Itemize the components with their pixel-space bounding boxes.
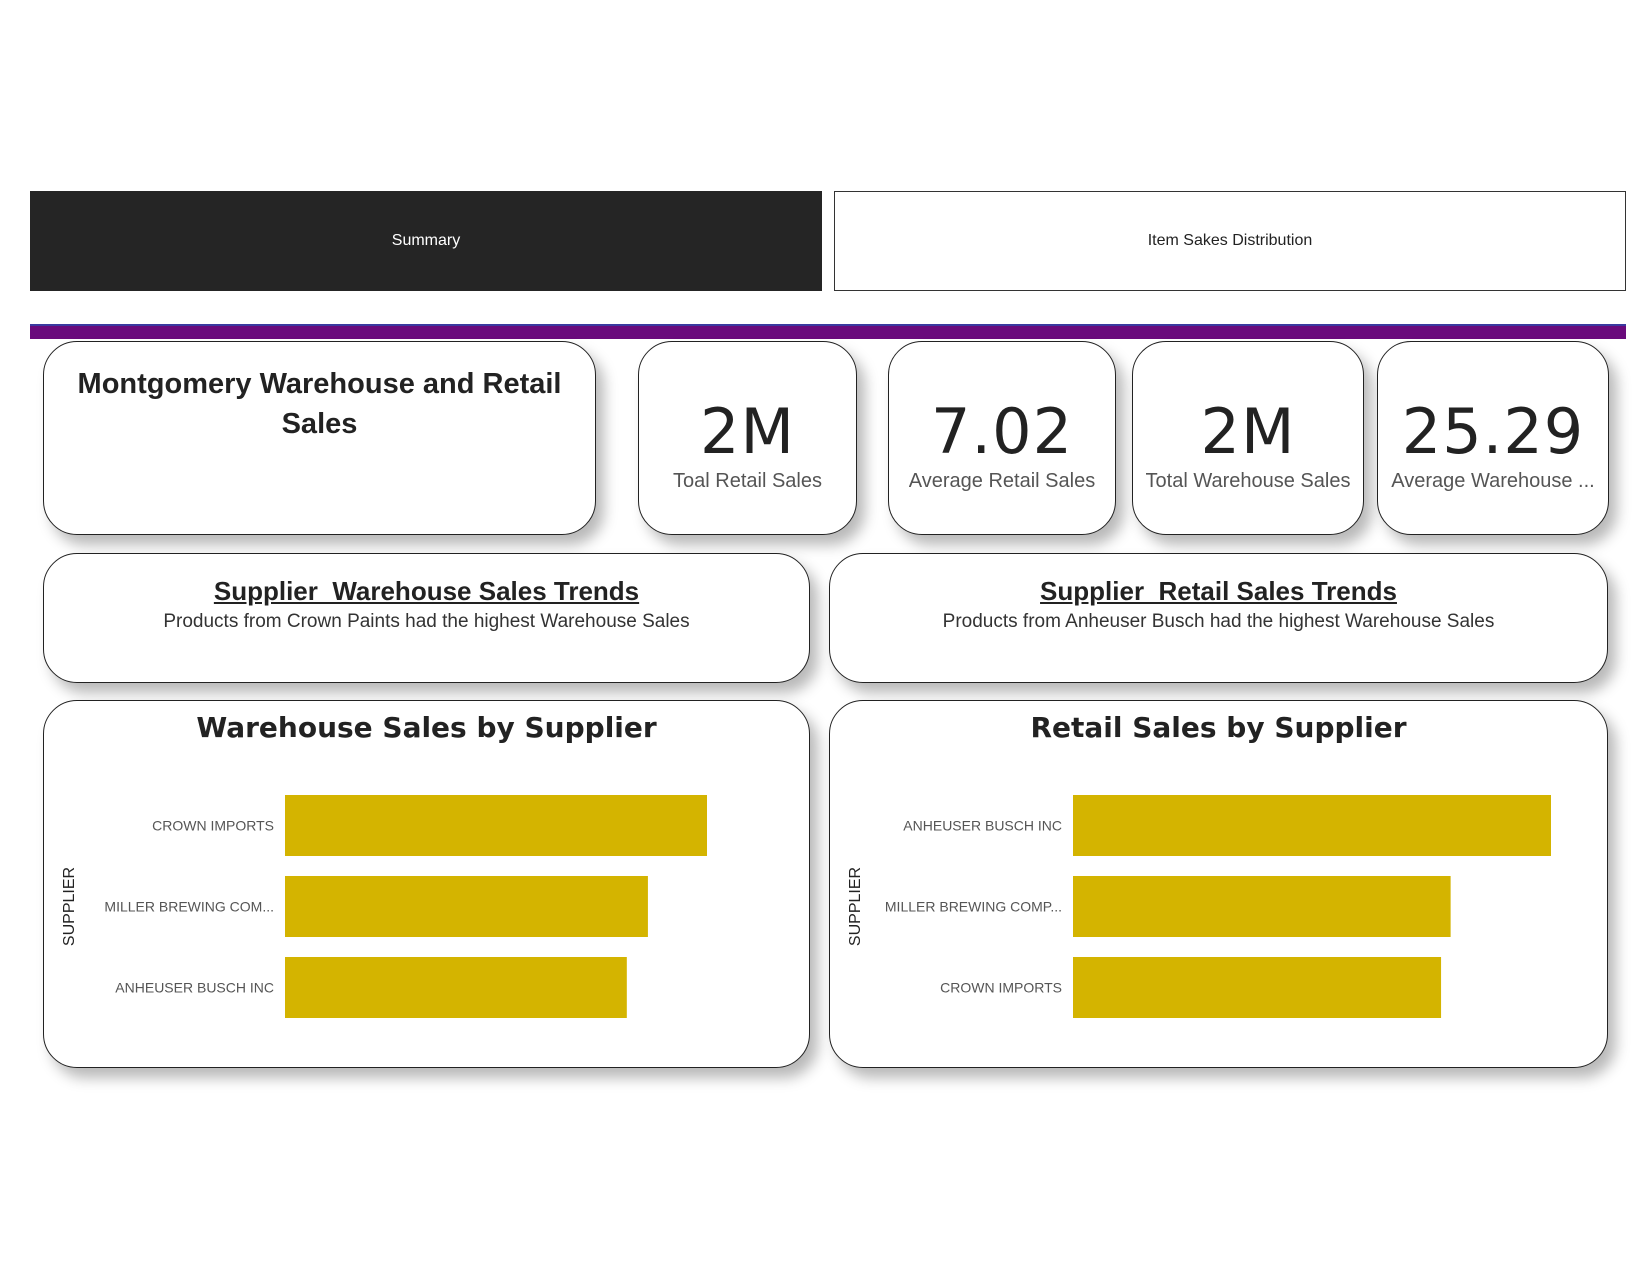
bar-2[interactable] [1073, 957, 1442, 1018]
report-title-card: Montgomery Warehouse and Retail Sales [43, 341, 596, 535]
retail-sales-chart-card: Retail Sales by Supplier ANHEUSER BUSCH … [829, 700, 1608, 1068]
kpi-label: Total Warehouse Sales [1145, 470, 1351, 492]
kpi-label: Average Retail Sales [908, 470, 1096, 492]
retail-trend-heading: Supplier Retail Sales Trends [1040, 576, 1397, 606]
y-axis-title: SUPPLIER [61, 867, 78, 946]
kpi-value: 2M [700, 395, 795, 468]
tab-item-sales-distribution-label: Item Sakes Distribution [1147, 232, 1313, 249]
warehouse-trend-text: Products from Crown Paints had the highe… [163, 611, 690, 632]
kpi-label: Average Warehouse ... [1391, 470, 1595, 492]
kpi-label: Toal Retail Sales [673, 470, 822, 492]
category-label-0: CROWN IMPORTS [152, 818, 274, 834]
kpi-value: 7.02 [930, 395, 1074, 468]
warehouse-sales-chart: CROWN IMPORTS MILLER BREWING COM... ANHEUS… [61, 795, 707, 1018]
kpi-value: 2M [1200, 395, 1296, 468]
report-title: Montgomery Warehouse and Retail Sales [77, 368, 562, 440]
bar-1[interactable] [285, 876, 648, 937]
kpi-card-average-warehouse-sales: 25.29 Average Warehouse ... [1377, 341, 1609, 535]
bar-0[interactable] [1073, 795, 1551, 856]
warehouse-chart-title: Warehouse Sales by Supplier [196, 711, 657, 744]
bar-2[interactable] [285, 957, 627, 1018]
bar-0[interactable] [285, 795, 707, 856]
warehouse-trend-card: Supplier Warehouse Sales Trends Products… [43, 553, 810, 683]
kpi-value: 25.29 [1401, 395, 1585, 468]
retail-trend-card: Supplier Retail Sales Trends Products fr… [829, 553, 1608, 683]
category-label-2: ANHEUSER BUSCH INC [115, 980, 274, 996]
bar-1[interactable] [1073, 876, 1451, 937]
kpi-card-average-retail-sales: 7.02 Average Retail Sales [888, 341, 1116, 535]
tab-item-sales-distribution[interactable]: Item Sakes Distribution [834, 191, 1626, 291]
y-axis-title: SUPPLIER [847, 867, 864, 946]
category-label-2: CROWN IMPORTS [940, 980, 1062, 996]
accent-bar [30, 324, 1626, 339]
tab-summary[interactable]: Summary [30, 191, 822, 291]
warehouse-trend-heading: Supplier Warehouse Sales Trends [213, 576, 640, 606]
category-label-1: MILLER BREWING COMP... [885, 899, 1062, 915]
category-label-0: ANHEUSER BUSCH INC [903, 818, 1062, 834]
warehouse-sales-chart-card: Warehouse Sales by Supplier CROWN IMPORT… [43, 700, 810, 1068]
category-label-1: MILLER BREWING COM... [104, 899, 274, 915]
retail-chart-title: Retail Sales by Supplier [1030, 711, 1407, 744]
kpi-card-total-retail-sales: 2M Toal Retail Sales [638, 341, 857, 535]
retail-trend-text: Products from Anheuser Busch had the hig… [942, 611, 1495, 632]
retail-sales-chart: ANHEUSER BUSCH INC MILLER BREWING COMP...… [847, 795, 1551, 1018]
kpi-card-total-warehouse-sales: 2M Total Warehouse Sales [1132, 341, 1364, 535]
tab-summary-label: Summary [391, 232, 461, 249]
